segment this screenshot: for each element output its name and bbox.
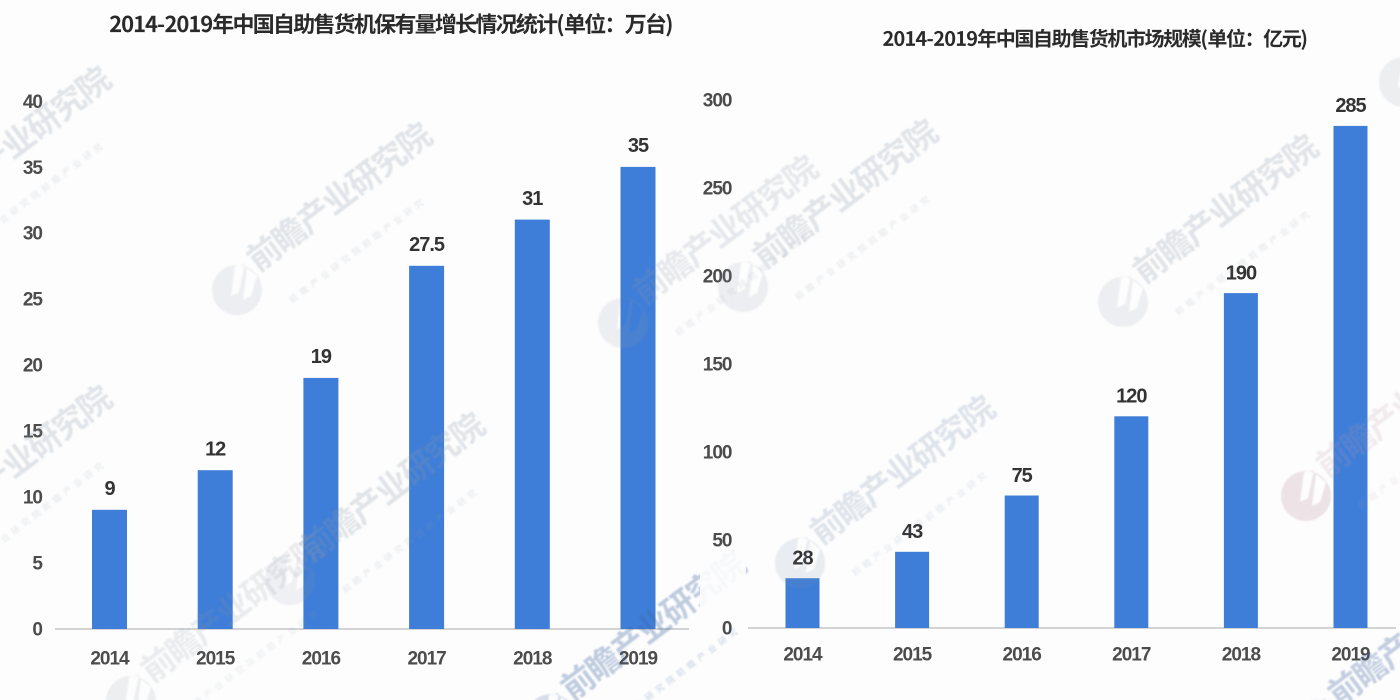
svg-text:250: 250 bbox=[703, 178, 732, 199]
svg-text:12: 12 bbox=[205, 439, 226, 461]
svg-text:50: 50 bbox=[712, 530, 732, 551]
svg-text:35: 35 bbox=[628, 135, 649, 157]
svg-text:25: 25 bbox=[23, 290, 44, 311]
svg-text:31: 31 bbox=[522, 188, 543, 210]
svg-text:150: 150 bbox=[703, 354, 732, 375]
svg-text:0: 0 bbox=[722, 618, 732, 639]
svg-text:20: 20 bbox=[23, 356, 43, 377]
svg-text:75: 75 bbox=[1012, 465, 1033, 487]
svg-text:300: 300 bbox=[703, 90, 732, 111]
svg-text:2015: 2015 bbox=[196, 648, 236, 669]
svg-text:285: 285 bbox=[1335, 95, 1366, 117]
svg-text:0: 0 bbox=[32, 619, 42, 640]
svg-text:2016: 2016 bbox=[302, 648, 341, 669]
svg-text:2018: 2018 bbox=[513, 648, 552, 669]
svg-text:30: 30 bbox=[23, 224, 43, 245]
svg-text:190: 190 bbox=[1226, 262, 1257, 284]
svg-text:2017: 2017 bbox=[407, 648, 446, 669]
svg-text:5: 5 bbox=[32, 553, 43, 574]
svg-text:100: 100 bbox=[703, 442, 732, 463]
svg-text:2015: 2015 bbox=[893, 644, 933, 665]
svg-text:35: 35 bbox=[23, 158, 44, 179]
svg-text:2019: 2019 bbox=[619, 648, 658, 669]
svg-text:2018: 2018 bbox=[1222, 644, 1261, 665]
svg-text:9: 9 bbox=[104, 478, 115, 500]
svg-text:2014: 2014 bbox=[783, 644, 823, 665]
svg-text:10: 10 bbox=[23, 488, 43, 509]
svg-text:2016: 2016 bbox=[1003, 644, 1042, 665]
svg-text:2014: 2014 bbox=[90, 648, 130, 669]
svg-text:19: 19 bbox=[311, 346, 332, 368]
svg-text:2017: 2017 bbox=[1112, 644, 1151, 665]
svg-text:120: 120 bbox=[1116, 386, 1147, 408]
svg-text:27.5: 27.5 bbox=[409, 234, 445, 256]
